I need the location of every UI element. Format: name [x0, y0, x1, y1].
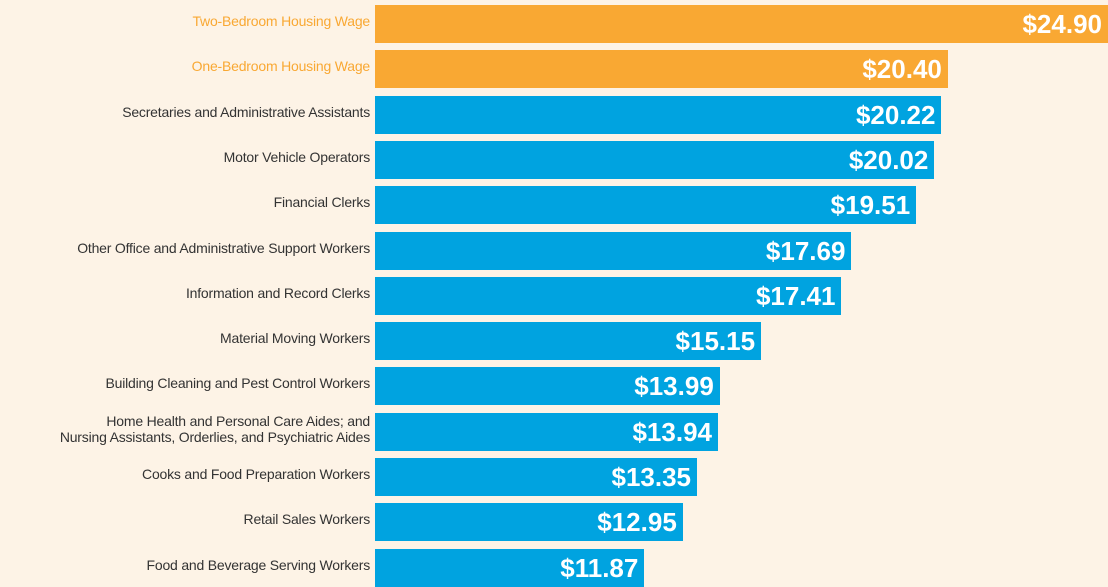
- value-label: $17.69: [765, 235, 846, 266]
- category-label: Two-Bedroom Housing Wage: [192, 13, 370, 29]
- bar: $13.99: [375, 367, 720, 406]
- category-label: Other Office and Administrative Support …: [77, 239, 370, 256]
- bar: $19.51: [375, 186, 917, 225]
- category-label: Secretaries and Administrative Assistant…: [122, 103, 370, 120]
- value-label: $17.41: [755, 280, 836, 311]
- bar: $17.41: [375, 276, 842, 315]
- bar: $20.22: [375, 95, 942, 134]
- bar: $12.95: [375, 503, 683, 542]
- bar: $13.35: [375, 458, 698, 496]
- value-label: $12.95: [597, 507, 677, 538]
- category-label: Material Moving Workers: [220, 330, 370, 347]
- bar: $15.15: [375, 322, 762, 361]
- value-label: $13.94: [632, 416, 712, 447]
- category-label: Financial Clerks: [273, 194, 371, 211]
- value-label: $15.15: [675, 326, 756, 357]
- category-label: Home Health and Personal Care Aides; and…: [59, 412, 370, 445]
- value-label: $24.90: [1022, 9, 1102, 39]
- value-label: $19.51: [830, 190, 911, 221]
- category-label: Information and Record Clerks: [185, 284, 370, 301]
- bar: $13.94: [375, 412, 718, 451]
- bar: $17.69: [375, 231, 852, 270]
- bar: $11.87: [375, 548, 645, 587]
- category-label: Cooks and Food Preparation Workers: [142, 466, 370, 482]
- value-label: $13.99: [634, 371, 714, 402]
- value-label: $20.40: [862, 54, 942, 85]
- category-label: Building Cleaning and Pest Control Worke…: [105, 375, 371, 392]
- bar: $20.40: [375, 50, 948, 89]
- value-label: $20.02: [848, 144, 929, 175]
- value-label: $13.35: [611, 462, 692, 492]
- category-label: Food and Beverage Serving Workers: [146, 556, 371, 573]
- bar: $24.90: [375, 5, 1108, 43]
- category-label: One-Bedroom Housing Wage: [191, 58, 371, 75]
- category-label: Retail Sales Workers: [243, 511, 371, 528]
- value-label: $20.22: [855, 99, 936, 130]
- category-label: Motor Vehicle Operators: [223, 148, 371, 165]
- value-label: $11.87: [560, 552, 639, 583]
- bar: $20.02: [375, 140, 935, 179]
